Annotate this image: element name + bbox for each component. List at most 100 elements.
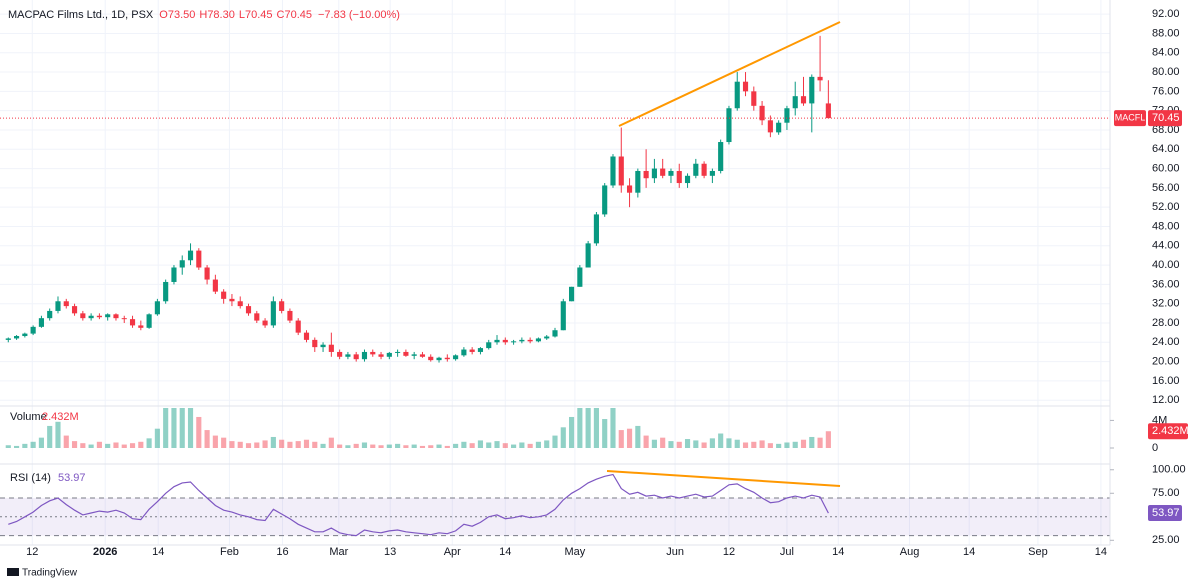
volume-bar: [47, 425, 53, 448]
volume-bar: [767, 443, 773, 448]
candle-body: [312, 339, 318, 348]
candle-body: [254, 313, 260, 321]
volume-bar: [494, 441, 500, 448]
y-tick-label: 20.00: [1152, 356, 1180, 368]
plot: [0, 35, 1110, 537]
y-tick-label: 32.00: [1152, 298, 1180, 310]
x-tick-label: 14: [499, 546, 511, 558]
volume-bar: [312, 441, 318, 448]
candle-body: [676, 170, 682, 184]
candle-body: [212, 279, 218, 292]
y-tick-label: 44.00: [1152, 240, 1180, 252]
volume-bar: [693, 440, 699, 448]
volume-bar: [113, 442, 119, 448]
x-tick-label: Jul: [780, 546, 794, 558]
volume-bar: [701, 442, 707, 448]
candle-body: [726, 108, 732, 143]
volume-bar: [320, 443, 326, 448]
y-tick-label: 52.00: [1152, 201, 1180, 213]
candle-body: [270, 301, 276, 326]
candle-body: [477, 348, 484, 352]
volume-bar: [204, 430, 210, 448]
candle-body: [419, 354, 426, 357]
volume-bar: [30, 441, 36, 448]
trend-line[interactable]: [606, 470, 841, 487]
volume-bar: [303, 439, 310, 448]
candle-body: [776, 122, 782, 133]
volume-bar: [63, 435, 69, 448]
volume-bar: [668, 441, 674, 448]
candle-body: [138, 325, 144, 328]
x-tick-label: 14: [963, 546, 975, 558]
candle-body: [502, 339, 508, 343]
volume-bar: [287, 441, 293, 448]
candle-body: [643, 170, 649, 179]
volume-bar: [88, 444, 94, 448]
volume-bar: [635, 425, 641, 448]
candle-body: [527, 339, 533, 342]
rsi-tick-label: 100.00: [1152, 464, 1186, 476]
volume-bar: [477, 440, 484, 448]
volume-bar: [163, 408, 169, 448]
volume-bar: [568, 416, 575, 448]
volume-bar: [809, 436, 815, 448]
volume-bar: [544, 440, 550, 448]
y-tick-label: 84.00: [1152, 47, 1180, 59]
candle-body: [602, 185, 608, 215]
candle-body: [511, 341, 517, 343]
x-tick-label: 14: [1095, 546, 1107, 558]
candle-body: [544, 336, 550, 339]
candle-body: [635, 170, 641, 193]
y-tick-label: 76.00: [1152, 85, 1180, 97]
volume-bar: [403, 445, 409, 448]
x-tick-label: Aug: [900, 546, 920, 558]
candle-body: [626, 185, 633, 193]
candle-body: [701, 163, 707, 176]
volume-value: 2.432M: [42, 411, 79, 423]
volume-bar: [270, 436, 276, 448]
y-tick-label: 56.00: [1152, 182, 1180, 194]
rsi-title: RSI (14): [10, 472, 51, 484]
volume-bar: [759, 440, 765, 448]
candle-body: [171, 267, 177, 282]
candle-body: [709, 170, 715, 176]
volume-bar: [55, 421, 61, 448]
x-tick-label: 13: [384, 546, 396, 558]
volume-bar: [129, 443, 136, 448]
logo[interactable]: TradingView: [7, 568, 78, 579]
candle-body: [751, 91, 757, 106]
volume-bar: [577, 408, 583, 448]
volume-title: Volume: [10, 411, 47, 423]
volume-bar: [552, 435, 558, 448]
ohlc-value: O73.50: [159, 9, 195, 21]
candle-body: [693, 163, 699, 176]
volume-bar: [353, 443, 359, 448]
x-tick-label: 14: [152, 546, 164, 558]
trend-line[interactable]: [618, 21, 841, 127]
candle-body: [378, 354, 384, 357]
candle-body: [204, 267, 210, 280]
ohlc-value: L70.45: [239, 9, 273, 21]
candle-body: [800, 96, 807, 104]
candle-body: [734, 81, 740, 109]
candle-body: [535, 338, 542, 342]
y-tick-label: 24.00: [1152, 336, 1180, 348]
volume-bar: [237, 441, 243, 448]
volume-bar: [245, 443, 252, 448]
candle-body: [486, 342, 492, 349]
rsi-tick-label: 25.00: [1152, 534, 1180, 546]
candle-body: [129, 319, 136, 326]
candle-body: [63, 301, 69, 307]
volume-bar: [345, 445, 351, 448]
volume-bar: [436, 444, 442, 448]
candle-body: [221, 291, 227, 299]
rsi-tag-label: 53.97: [1152, 507, 1180, 519]
y-tick-label: 60.00: [1152, 162, 1180, 174]
x-tick-label: 12: [26, 546, 38, 558]
volume-bar: [212, 435, 218, 448]
volume-bar: [618, 430, 624, 448]
candle-body: [38, 318, 44, 327]
symbol-tag: [1114, 110, 1146, 127]
candle-body: [684, 175, 691, 184]
